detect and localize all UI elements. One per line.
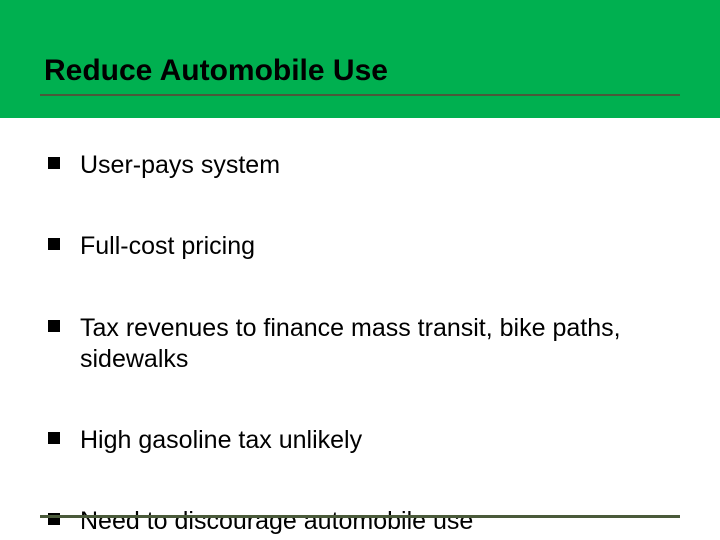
slide: Reduce Automobile Use User-pays system Fu… (0, 0, 720, 540)
bullet-list: User-pays system Full-cost pricing Tax rev… (48, 150, 680, 538)
title-underline (40, 94, 680, 96)
bullet-text: User-pays system (80, 151, 280, 179)
bullet-text: Full-cost pricing (80, 232, 255, 260)
square-bullet-icon (48, 238, 60, 250)
square-bullet-icon (48, 320, 60, 332)
bullet-item: Tax revenues to finance mass transit, bi… (48, 313, 680, 376)
square-bullet-icon (48, 432, 60, 444)
bullet-item: High gasoline tax unlikely (48, 425, 680, 456)
bullet-text: Tax revenues to finance mass transit, bi… (80, 314, 621, 373)
bullet-item: User-pays system (48, 150, 680, 181)
bullet-text: High gasoline tax unlikely (80, 426, 362, 454)
bullet-item: Full-cost pricing (48, 231, 680, 262)
square-bullet-icon (48, 157, 60, 169)
bullet-item: Need to discourage automobile use (48, 506, 680, 537)
slide-body: User-pays system Full-cost pricing Tax rev… (48, 150, 680, 540)
footer-rule (40, 515, 680, 518)
slide-title: Reduce Automobile Use (44, 54, 388, 88)
bullet-text: Need to discourage automobile use (80, 507, 473, 535)
